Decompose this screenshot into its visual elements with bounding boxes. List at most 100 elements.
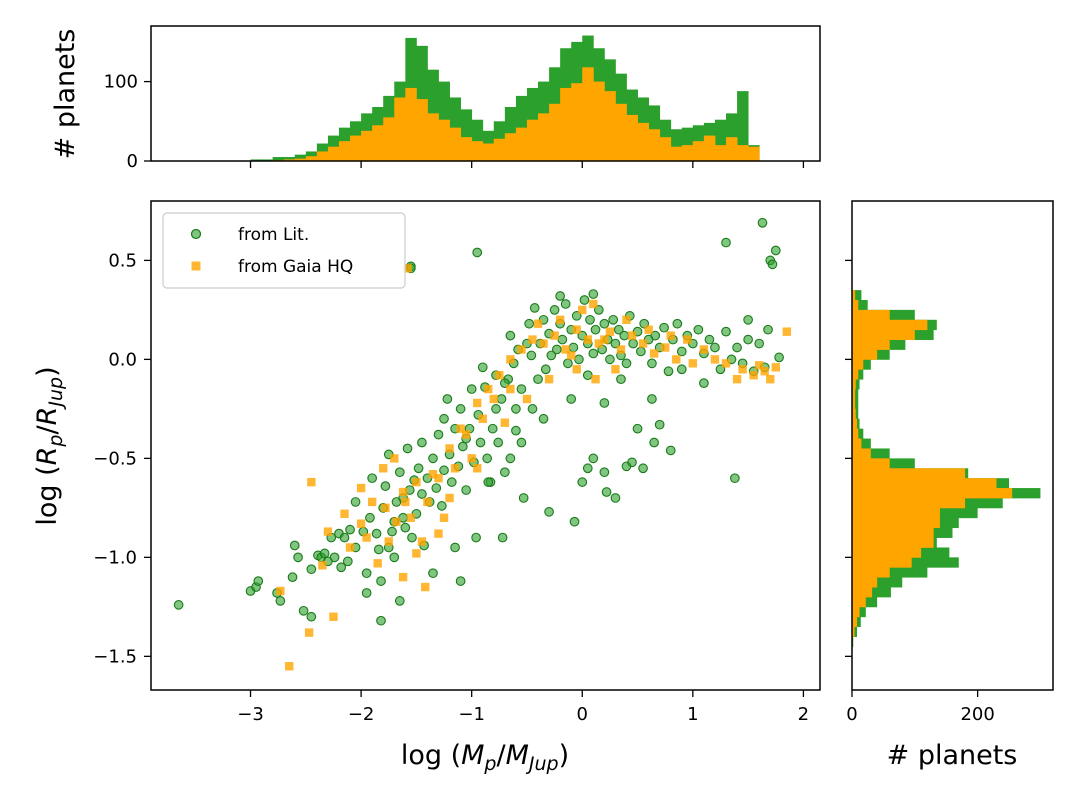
point-lit [638, 463, 648, 474]
point-lit [511, 425, 521, 436]
top-hist-bar-gaia [316, 151, 329, 161]
top-hist-bar-gaia [626, 114, 638, 161]
point-lit [721, 237, 731, 248]
point-gaia [318, 561, 327, 570]
point-gaia [373, 559, 382, 568]
right-histogram-frame [851, 200, 1054, 691]
point-gaia [428, 470, 438, 479]
point-lit [367, 473, 378, 484]
point-gaia [760, 367, 769, 376]
point-lit [293, 552, 303, 563]
point-lit [599, 467, 610, 478]
point-lit [361, 568, 372, 579]
top-hist-bar-gaia [405, 87, 417, 161]
point-lit [757, 217, 768, 228]
point-gaia [489, 394, 498, 404]
point-lit [632, 423, 643, 434]
point-lit [588, 289, 599, 299]
point-lit [659, 322, 669, 333]
point-lit [549, 305, 560, 315]
point-gaia [605, 327, 615, 336]
point-gaia [533, 319, 543, 328]
point-gaia [461, 430, 471, 439]
top-hist-bar-lit [471, 119, 484, 161]
right-hist-bar-gaia [852, 299, 859, 311]
point-lit [298, 605, 309, 616]
point-gaia [285, 662, 294, 671]
point-lit [417, 489, 427, 499]
right-histogram-y-ticks [845, 259, 852, 657]
point-lit [613, 324, 624, 335]
right-histogram-x-ticks: 0 200 [846, 690, 995, 725]
point-lit [439, 413, 449, 424]
top-hist-bar-gaia [692, 141, 705, 161]
point-lit [754, 338, 765, 349]
point-lit [574, 354, 584, 365]
point-lit [610, 493, 621, 503]
point-lit [436, 501, 447, 511]
right-hist-bar-lit [852, 438, 871, 449]
point-gaia [450, 464, 460, 473]
point-lit [763, 324, 773, 335]
point-lit [306, 564, 317, 575]
point-gaia [583, 335, 592, 344]
point-lit [628, 338, 638, 349]
point-gaia [591, 374, 600, 384]
right-hist-bar-gaia [852, 507, 940, 519]
point-lit [365, 512, 375, 523]
top-hist-bar-gaia [681, 145, 694, 161]
point-gaia [384, 537, 393, 546]
top-hist-bar-gaia [593, 81, 605, 161]
point-gaia [467, 454, 476, 463]
right-hist-bar-gaia [852, 626, 855, 637]
point-lit [482, 453, 493, 464]
right-hist-bar-gaia [852, 517, 940, 529]
right-hist-bar-gaia [852, 468, 966, 479]
top-hist-bar-gaia [438, 119, 450, 161]
point-lit [699, 378, 709, 388]
right-hist-bar-gaia [852, 438, 862, 449]
top-hist-bar-lit [714, 119, 727, 161]
ytick-label: −1.5 [93, 646, 137, 667]
point-lit [394, 467, 405, 478]
right-hist-bar-gaia [852, 319, 928, 331]
right-hist-bar-gaia [852, 537, 934, 548]
point-gaia [421, 582, 430, 592]
legend-box [162, 212, 406, 289]
point-lit [373, 544, 384, 555]
point-lit [339, 532, 350, 543]
right-histogram-xlabel: # planets [887, 740, 1018, 771]
top-histogram-frame [150, 25, 821, 162]
top-hist-bar-gaia [526, 119, 539, 161]
legend-marker-lit [190, 228, 202, 240]
point-gaia [434, 473, 443, 483]
top-hist-bar-gaia [283, 159, 296, 161]
point-gaia [478, 414, 487, 423]
top-hist-bar-gaia [748, 146, 760, 161]
point-lit [560, 299, 571, 309]
point-gaia [644, 325, 653, 334]
point-gaia [423, 497, 432, 507]
top-hist-bar-lit [681, 127, 694, 161]
point-gaia [484, 384, 493, 394]
right-hist-bar-lit [852, 299, 868, 311]
right-hist-bar-gaia [852, 567, 890, 578]
point-gaia [323, 527, 333, 536]
point-lit [516, 384, 527, 394]
point-gaia [445, 493, 454, 503]
top-hist-bar-lit [250, 159, 262, 161]
right-hist-bar-gaia [852, 398, 856, 410]
point-lit [590, 324, 601, 335]
legend-label-gaia: from Gaia HQ [238, 257, 353, 277]
top-hist-bar-gaia [604, 91, 616, 161]
point-lit [516, 437, 527, 448]
right-hist-bar-gaia [852, 369, 859, 380]
point-lit [457, 441, 468, 452]
point-gaia [417, 537, 427, 546]
point-lit [329, 552, 340, 563]
point-lit [663, 366, 674, 377]
right-hist-bar-gaia [852, 349, 878, 360]
point-gaia [539, 339, 548, 348]
top-hist-bar-gaia [582, 67, 594, 161]
point-lit [477, 362, 488, 373]
